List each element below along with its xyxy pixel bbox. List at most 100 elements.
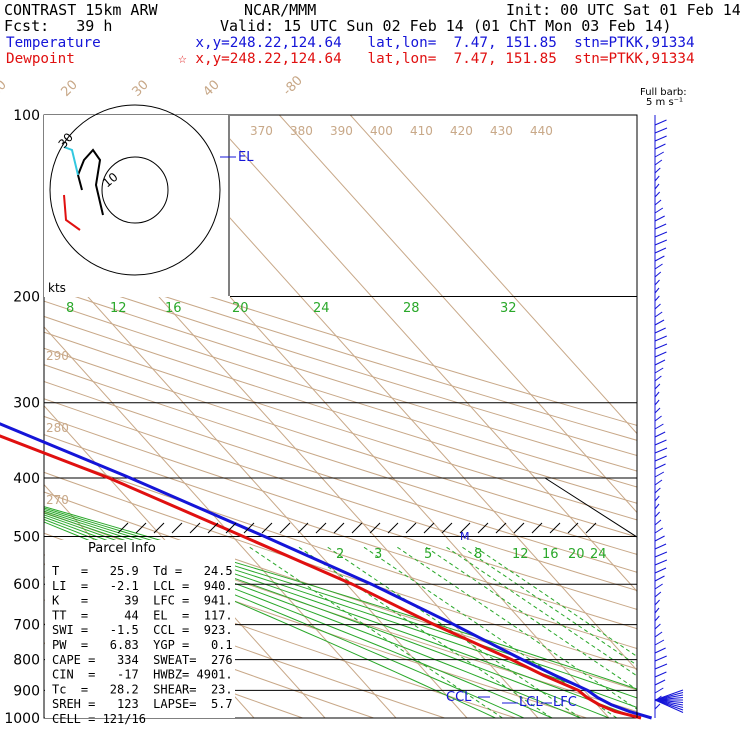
wind-barb xyxy=(654,343,668,350)
isotherm-line xyxy=(349,115,637,435)
init-time: Init: 00 UTC Sat 01 Feb 14 xyxy=(506,1,740,19)
theta-e-label: 430 xyxy=(490,124,513,138)
hatch-mark xyxy=(207,522,219,534)
moist-adiabat-label: 24 xyxy=(313,301,330,316)
theta-e-label: 390 xyxy=(330,124,353,138)
moist-adiabat-label: 12 xyxy=(110,301,127,316)
pressure-tick-label: 1000 xyxy=(4,711,40,727)
wind-barb xyxy=(654,271,662,278)
pressure-tick-label: 700 xyxy=(13,618,40,634)
wind-barb xyxy=(654,535,665,542)
wind-barb xyxy=(654,135,667,142)
wind-barb xyxy=(654,159,663,166)
wind-barb xyxy=(654,319,665,326)
isotherm-line xyxy=(44,247,468,718)
mixing-ratio-label: 12 xyxy=(512,547,529,562)
dry-adiabat-line xyxy=(44,415,637,610)
wind-barb xyxy=(654,599,660,606)
wind-barb xyxy=(654,447,668,454)
moist-adiabat-line xyxy=(44,506,637,690)
dry-adiabat-line xyxy=(44,576,445,718)
mixing-ratio-label: 3 xyxy=(374,547,382,562)
wind-barb xyxy=(654,359,666,366)
hatch-mark xyxy=(279,522,291,534)
hatch-mark xyxy=(513,522,525,534)
wind-barb xyxy=(654,407,661,414)
forecast-hour: Fcst: 39 h xyxy=(4,17,113,35)
temperature-profile-line xyxy=(0,422,653,720)
hatch-mark xyxy=(369,522,381,534)
wind-barb xyxy=(654,375,662,382)
hatch-mark xyxy=(189,522,201,534)
wind-barb xyxy=(654,663,668,670)
hatch-mark xyxy=(459,522,471,534)
wind-barb xyxy=(654,255,665,262)
wind-barb xyxy=(654,239,668,246)
wind-barb xyxy=(654,143,666,150)
wind-barb xyxy=(654,503,660,510)
moist-adiabat-label: 16 xyxy=(165,301,182,316)
theta-e-label: 380 xyxy=(290,124,313,138)
wind-barb xyxy=(654,631,663,638)
hatch-mark xyxy=(171,522,183,534)
lcl-annotation: LCL xyxy=(519,695,543,710)
hatch-mark xyxy=(441,522,453,534)
theta-label: 280 xyxy=(46,421,69,435)
mixing-ratio-label: 2 xyxy=(336,547,344,562)
wind-barb xyxy=(654,279,660,286)
wind-barb xyxy=(654,455,667,462)
wind-barb xyxy=(654,335,667,342)
wind-barb xyxy=(654,615,660,622)
wind-barb xyxy=(654,551,668,558)
wind-barb xyxy=(654,423,664,430)
el-annotation: EL xyxy=(238,150,254,165)
dry-adiabat-line xyxy=(44,434,637,630)
hatch-mark xyxy=(351,522,363,534)
wind-barb xyxy=(654,647,666,654)
mixing-ratio-line xyxy=(396,546,637,710)
theta-e-label: 370 xyxy=(250,124,273,138)
wind-barb xyxy=(654,511,660,518)
hatch-mark xyxy=(495,522,507,534)
isotherm-line xyxy=(207,115,637,593)
wind-barb xyxy=(654,399,660,406)
wind-barb xyxy=(654,295,660,302)
hatch-mark xyxy=(387,522,399,534)
parcel-info-row: T = 25.9 Td = 24.5 xyxy=(52,564,233,578)
theta-label: 290 xyxy=(46,349,69,363)
dry-adiabat-line xyxy=(44,256,637,441)
moist-adiabat-line xyxy=(44,512,610,718)
center-title: NCAR/MMM xyxy=(244,1,317,19)
theta-e-label: 400 xyxy=(370,124,393,138)
wind-barb xyxy=(654,471,665,478)
pressure-tick-label: 600 xyxy=(13,577,40,593)
wind-barb xyxy=(654,119,667,126)
mixing-ratio-line xyxy=(297,546,552,718)
wind-barb xyxy=(654,679,666,686)
wind-barb xyxy=(654,519,662,526)
mixing-ratio-line xyxy=(461,546,637,666)
moist-adiabat-line xyxy=(44,507,637,699)
theta-e-label: 420 xyxy=(450,124,473,138)
parcel-info-row: SREH = 123 LAPSE= 5.7 xyxy=(52,697,233,711)
valid-time: Valid: 15 UTC Sun 02 Feb 14 (01 ChT Mon … xyxy=(220,17,672,35)
dry-adiabat-line xyxy=(44,491,637,691)
hatch-mark xyxy=(333,522,345,534)
hatch-mark xyxy=(135,522,147,534)
wind-barb xyxy=(654,439,667,446)
hodograph-ring-inner xyxy=(101,156,169,224)
wind-barb xyxy=(654,199,662,206)
wind-barb xyxy=(654,543,667,550)
wind-barb xyxy=(654,567,667,574)
theta-e-label: 410 xyxy=(410,124,433,138)
wind-barb xyxy=(654,463,666,470)
wind-barb xyxy=(654,575,665,582)
dry-adiabat-line xyxy=(44,452,637,650)
parcel-info-row: CIN = -17 HWBZ= 4901. xyxy=(52,668,233,682)
wind-barb xyxy=(654,231,668,238)
parcel-info-row: K = 39 LFC = 941. xyxy=(52,594,233,608)
hatch-mark xyxy=(117,522,129,534)
wind-barb xyxy=(654,175,660,182)
hatch-mark xyxy=(405,522,417,534)
mixing-ratio-label: 5 xyxy=(424,547,432,562)
